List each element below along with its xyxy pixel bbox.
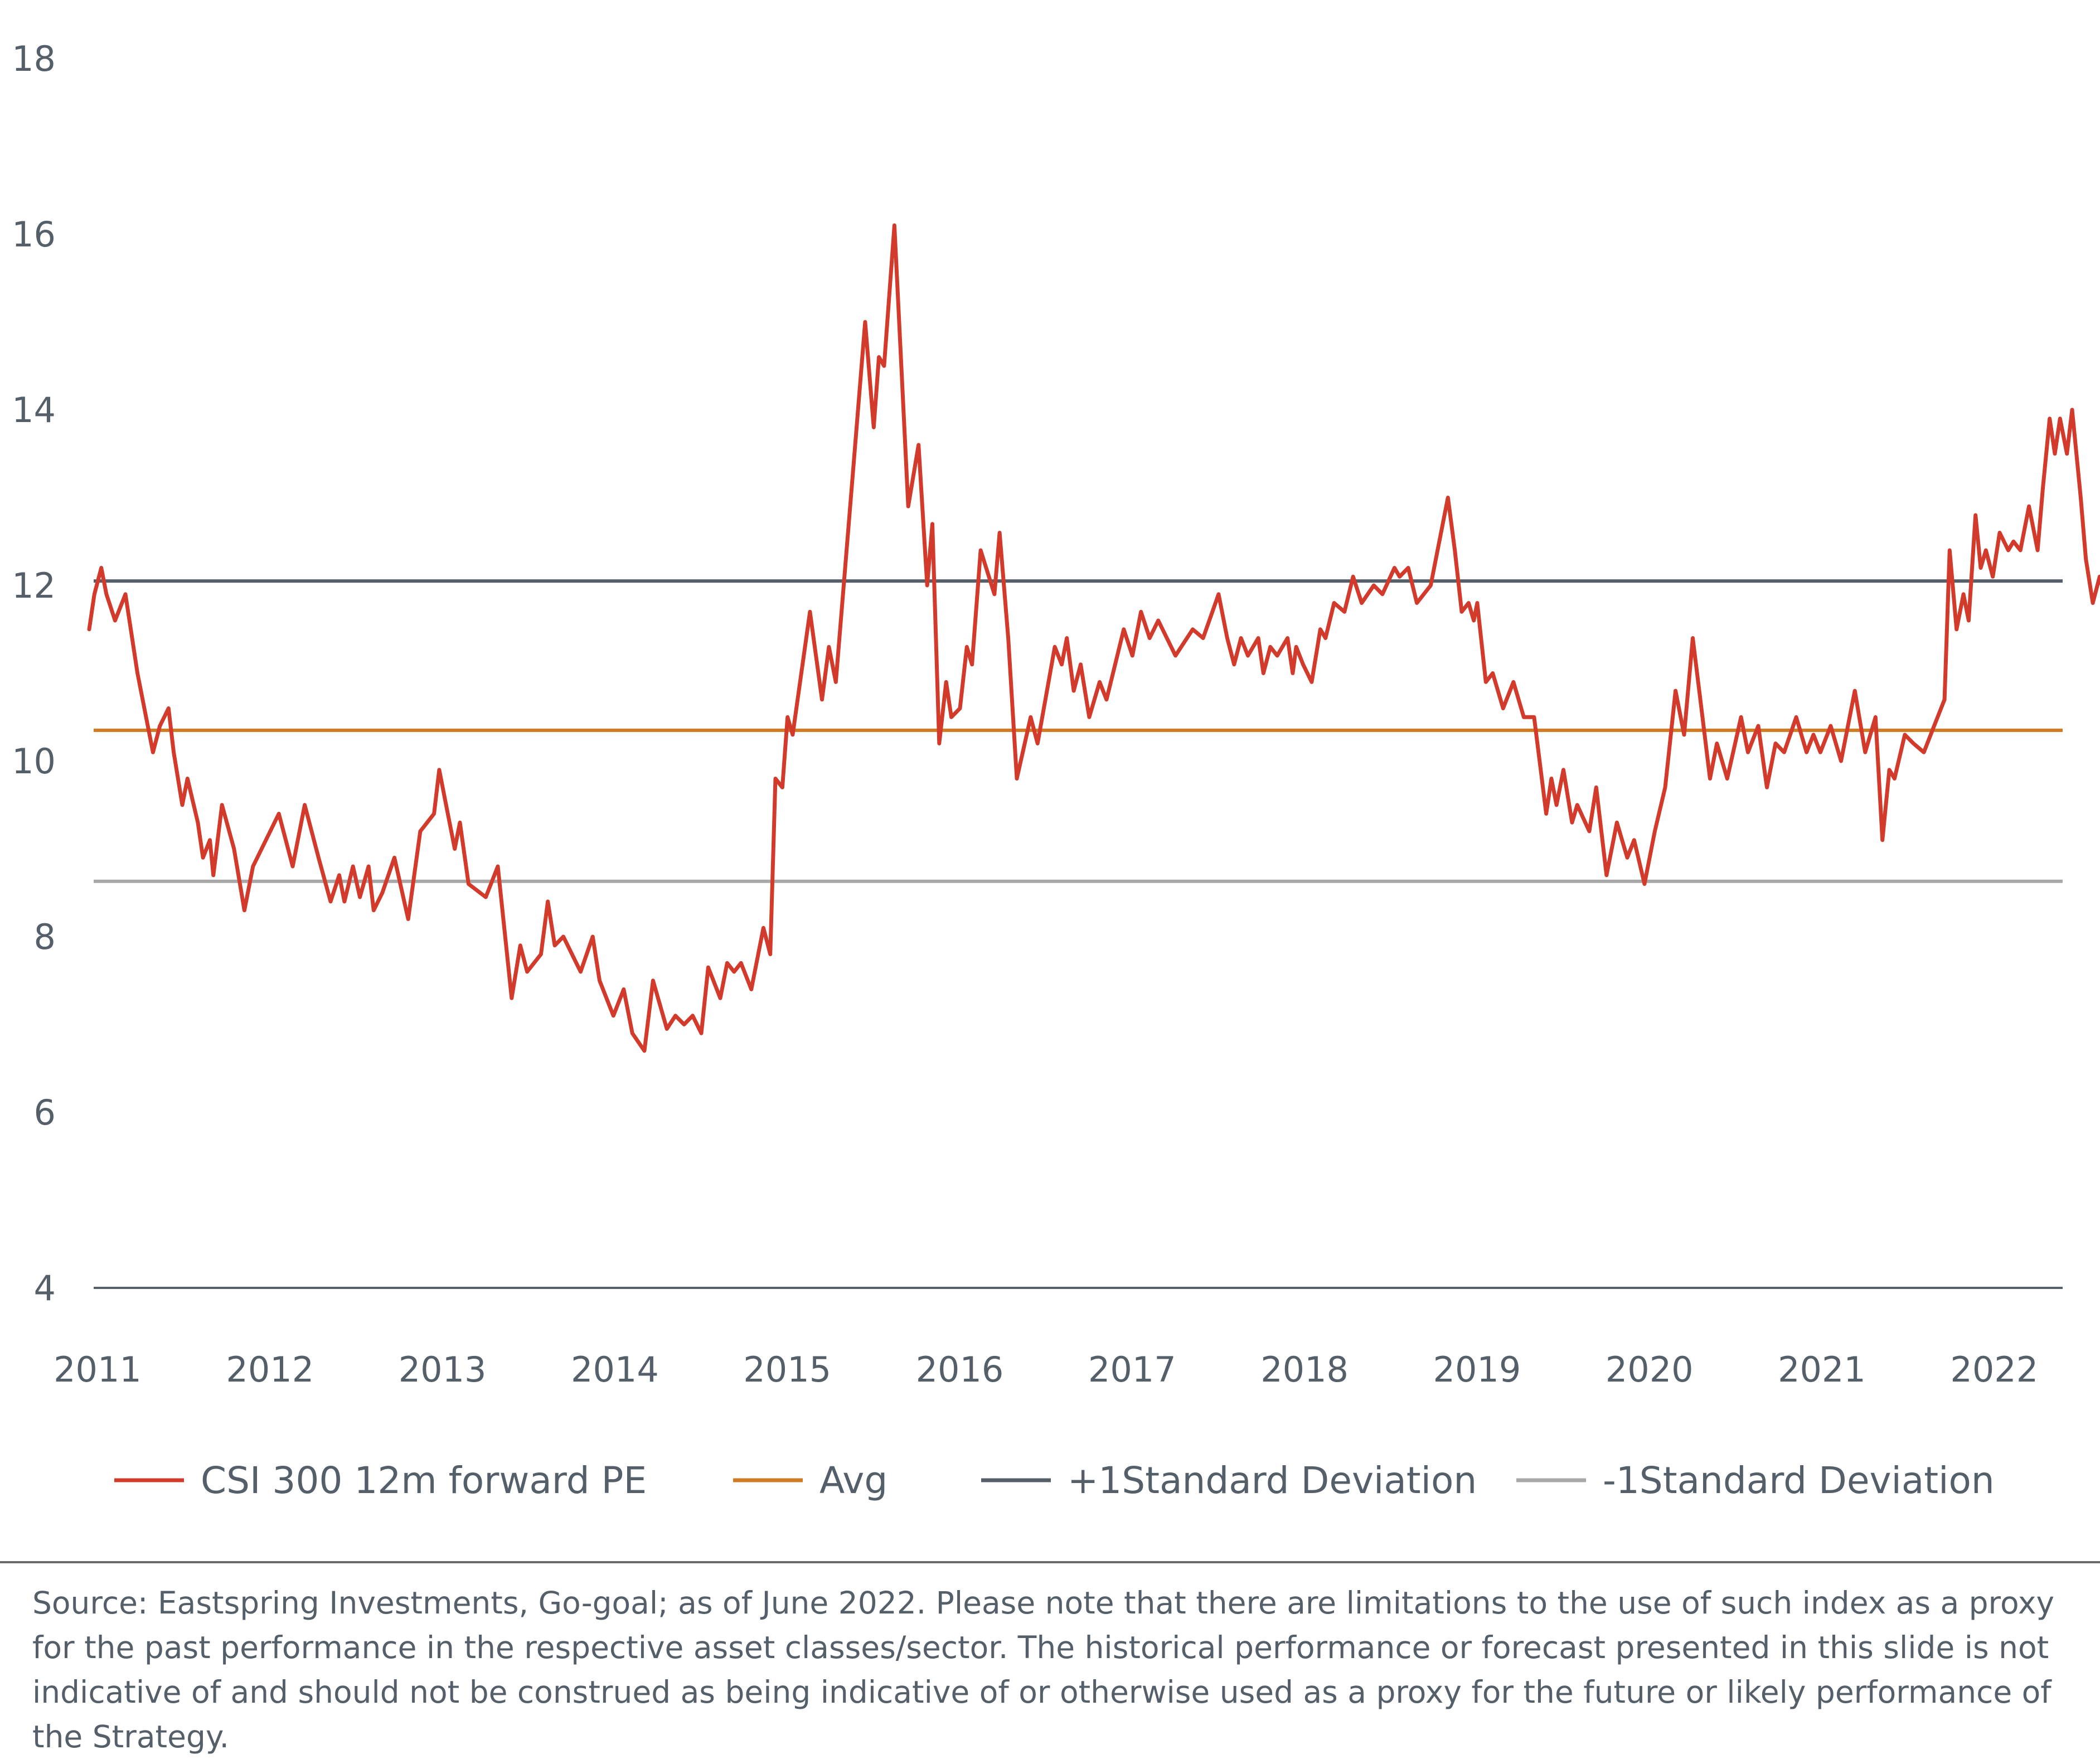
y-tick-label: 6	[34, 1092, 56, 1133]
y-tick-label: 4	[34, 1268, 56, 1309]
y-tick-label: 14	[12, 390, 56, 430]
y-tick-label: 18	[12, 38, 56, 79]
legend: CSI 300 12m forward PE Avg +1Standard Devi…	[114, 1459, 1995, 1502]
reference-lines	[94, 579, 2063, 883]
x-tick-label: 2021	[1778, 1349, 1866, 1390]
x-tick-label: 2018	[1260, 1349, 1349, 1390]
legend-label: -1Standard Deviation	[1603, 1459, 1995, 1502]
x-tick-label: 2017	[1088, 1349, 1176, 1390]
x-tick-label: 2022	[1950, 1349, 2038, 1390]
y-tick-label: 16	[12, 214, 56, 255]
y-tick-label: 12	[12, 565, 56, 606]
series-line-csi-300-pe	[87, 223, 2100, 1053]
legend-label: +1Standard Deviation	[1068, 1459, 1477, 1502]
legend-label: Avg	[819, 1459, 887, 1502]
plot-series	[87, 223, 2100, 1053]
x-tick-label: 2012	[226, 1349, 314, 1390]
x-axis-ticks: 2011 2012 2013 2014 2015 2016 2017 2018 2019 2020…	[54, 1349, 2038, 1390]
x-tick-label: 2011	[54, 1349, 142, 1390]
source-divider	[0, 1561, 2100, 1563]
x-tick-label: 2014	[571, 1349, 659, 1390]
y-tick-label: 10	[12, 741, 56, 782]
legend-label: CSI 300 12m forward PE	[201, 1459, 647, 1502]
x-tick-label: 2015	[743, 1349, 831, 1390]
x-tick-label: 2020	[1606, 1349, 1694, 1390]
x-tick-label: 2019	[1433, 1349, 1521, 1390]
source-note: Source: Eastspring Investments, Go-goal;…	[32, 1585, 2055, 1755]
y-axis-ticks: 4 6 8 10 12 14 16 18	[12, 38, 56, 1309]
y-tick-label: 8	[34, 917, 56, 957]
x-tick-label: 2013	[399, 1349, 487, 1390]
x-tick-label: 2016	[916, 1349, 1004, 1390]
